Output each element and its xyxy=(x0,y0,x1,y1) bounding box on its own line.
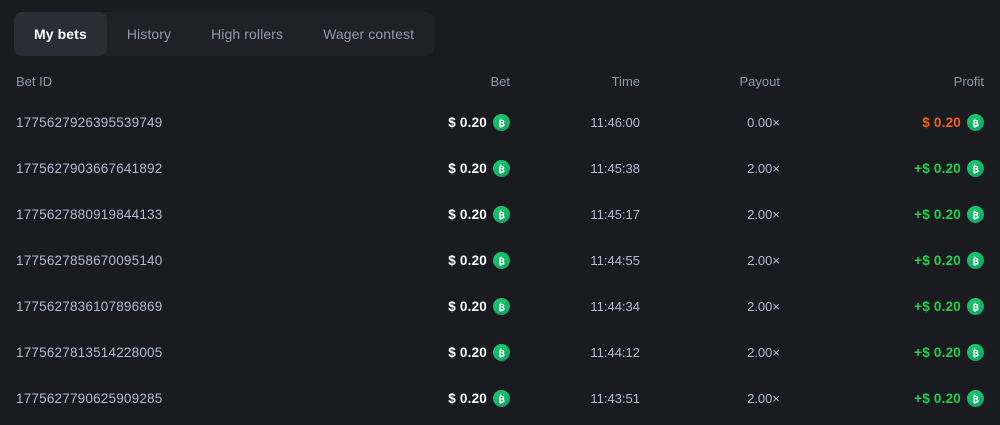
bet-profit: +$ 0.20 xyxy=(914,206,984,223)
column-header-time: Time xyxy=(611,73,640,89)
bets-table-body: 1775627926395539749 $ 0.20 11:46:00 0.00× $ … xyxy=(0,100,1000,422)
bet-amount: $ 0.20 xyxy=(448,390,510,407)
column-header-bet: Bet xyxy=(490,73,510,89)
table-row[interactable]: 1775627790625909285 $ 0.20 11:43:51 2.00× +$… xyxy=(0,376,1000,422)
bet-profit: +$ 0.20 xyxy=(914,390,984,407)
bet-profit: +$ 0.20 xyxy=(914,160,984,177)
bet-payout: 2.00× xyxy=(747,253,780,268)
bet-profit-value: $ 0.20 xyxy=(922,115,961,130)
tab-wager-contest[interactable]: Wager contest xyxy=(303,12,434,56)
bet-amount-value: $ 0.20 xyxy=(448,253,487,268)
bet-id-link[interactable]: 1775627880919844133 xyxy=(16,207,163,222)
bet-payout: 2.00× xyxy=(747,391,780,406)
bitcoin-coin-icon xyxy=(967,344,984,361)
bet-amount-value: $ 0.20 xyxy=(448,115,487,130)
bet-id-link[interactable]: 1775627836107896869 xyxy=(16,299,163,314)
tab-history[interactable]: History xyxy=(107,12,191,56)
bet-id-link[interactable]: 1775627813514228005 xyxy=(16,345,163,360)
bitcoin-coin-icon xyxy=(967,390,984,407)
bet-amount: $ 0.20 xyxy=(448,206,510,223)
bitcoin-coin-icon xyxy=(493,344,510,361)
bets-table-header: Bet ID Bet Time Payout Profit xyxy=(0,62,1000,100)
bet-profit-value: +$ 0.20 xyxy=(914,161,961,176)
tab-high-rollers[interactable]: High rollers xyxy=(191,12,303,56)
bet-time: 11:45:17 xyxy=(590,207,640,222)
bets-table: Bet ID Bet Time Payout Profit 1775627926… xyxy=(0,62,1000,422)
bitcoin-coin-icon xyxy=(493,160,510,177)
bet-payout: 2.00× xyxy=(747,207,780,222)
bitcoin-coin-icon xyxy=(493,390,510,407)
table-row[interactable]: 1775627836107896869 $ 0.20 11:44:34 2.00× +$… xyxy=(0,284,1000,330)
bet-time: 11:44:55 xyxy=(590,253,640,268)
bet-time: 11:44:12 xyxy=(590,345,640,360)
bet-profit-value: +$ 0.20 xyxy=(914,345,961,360)
bet-payout: 2.00× xyxy=(747,345,780,360)
bet-amount-value: $ 0.20 xyxy=(448,391,487,406)
bet-amount-value: $ 0.20 xyxy=(448,207,487,222)
bet-id-link[interactable]: 1775627903667641892 xyxy=(16,161,163,176)
bitcoin-coin-icon xyxy=(967,160,984,177)
bitcoin-coin-icon xyxy=(967,114,984,131)
bet-profit: +$ 0.20 xyxy=(914,344,984,361)
table-row[interactable]: 1775627926395539749 $ 0.20 11:46:00 0.00× $ … xyxy=(0,100,1000,146)
tab-my-bets[interactable]: My bets xyxy=(14,12,107,56)
bets-tab-bar: My bets History High rollers Wager contest xyxy=(14,12,435,56)
bet-time: 11:46:00 xyxy=(590,115,640,130)
table-row[interactable]: 1775627813514228005 $ 0.20 11:44:12 2.00× +$… xyxy=(0,330,1000,376)
bet-id-link[interactable]: 1775627926395539749 xyxy=(16,115,163,130)
bet-amount-value: $ 0.20 xyxy=(448,299,487,314)
bet-profit-value: +$ 0.20 xyxy=(914,391,961,406)
bitcoin-coin-icon xyxy=(967,298,984,315)
column-header-profit: Profit xyxy=(953,73,984,89)
table-row[interactable]: 1775627880919844133 $ 0.20 11:45:17 2.00× +$… xyxy=(0,192,1000,238)
bet-amount: $ 0.20 xyxy=(448,252,510,269)
bet-payout: 2.00× xyxy=(747,161,780,176)
column-header-bet-id: Bet ID xyxy=(16,73,53,89)
bet-profit-value: +$ 0.20 xyxy=(914,207,961,222)
bet-payout: 0.00× xyxy=(747,115,780,130)
bet-amount: $ 0.20 xyxy=(448,114,510,131)
bet-amount: $ 0.20 xyxy=(448,298,510,315)
bet-amount-value: $ 0.20 xyxy=(448,345,487,360)
bet-profit-value: +$ 0.20 xyxy=(914,253,961,268)
table-row[interactable]: 1775627903667641892 $ 0.20 11:45:38 2.00× +$… xyxy=(0,146,1000,192)
bet-time: 11:43:51 xyxy=(590,391,640,406)
table-row[interactable]: 1775627858670095140 $ 0.20 11:44:55 2.00× +$… xyxy=(0,238,1000,284)
bitcoin-coin-icon xyxy=(493,206,510,223)
bet-amount: $ 0.20 xyxy=(448,160,510,177)
bet-amount: $ 0.20 xyxy=(448,344,510,361)
bet-id-link[interactable]: 1775627858670095140 xyxy=(16,253,163,268)
bet-id-link[interactable]: 1775627790625909285 xyxy=(16,391,163,406)
bitcoin-coin-icon xyxy=(493,252,510,269)
bet-time: 11:45:38 xyxy=(590,161,640,176)
bitcoin-coin-icon xyxy=(493,298,510,315)
bitcoin-coin-icon xyxy=(493,114,510,131)
bet-profit: $ 0.20 xyxy=(922,114,984,131)
bitcoin-coin-icon xyxy=(967,252,984,269)
bitcoin-coin-icon xyxy=(967,206,984,223)
column-header-payout: Payout xyxy=(739,73,780,89)
bet-time: 11:44:34 xyxy=(590,299,640,314)
bet-payout: 2.00× xyxy=(747,299,780,314)
bet-profit-value: +$ 0.20 xyxy=(914,299,961,314)
bet-profit: +$ 0.20 xyxy=(914,298,984,315)
bet-profit: +$ 0.20 xyxy=(914,252,984,269)
bet-amount-value: $ 0.20 xyxy=(448,161,487,176)
